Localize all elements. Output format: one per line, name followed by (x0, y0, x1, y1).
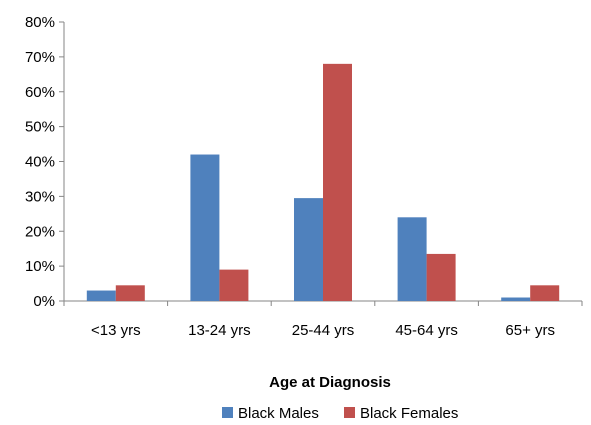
y-tick-label: 50% (25, 119, 55, 136)
legend: Black Males Black Females (222, 405, 458, 422)
bar-black-females (115, 285, 145, 301)
legend-swatch (344, 407, 355, 418)
bars (86, 63, 560, 301)
y-tick-label: 40% (25, 154, 55, 171)
bar-black-males (397, 217, 427, 301)
legend-swatch (222, 407, 233, 418)
bar-black-males (86, 290, 116, 301)
bar-black-males (294, 198, 323, 301)
y-tick-label: 60% (25, 84, 55, 101)
bar-black-males (190, 154, 220, 301)
x-tick-label: 13-24 yrs (188, 322, 251, 339)
y-tick-label: 10% (25, 258, 55, 275)
y-tick-label: 70% (25, 49, 55, 66)
legend-label: Black Males (238, 405, 319, 422)
bar-black-females (219, 269, 249, 301)
x-tick-label: 65+ yrs (505, 322, 555, 339)
legend-label: Black Females (360, 405, 458, 422)
y-tick-label: 80% (25, 14, 55, 31)
x-tick-label: 25-44 yrs (292, 322, 355, 339)
x-tick-label: <13 yrs (91, 322, 141, 339)
y-axis: 0% 10% 20% 30% 40% 50% 60% 70% 80% (25, 14, 65, 310)
x-axis-title: Age at Diagnosis (269, 374, 391, 391)
bar-black-males (501, 297, 531, 301)
bar-black-females (323, 63, 352, 301)
bar-black-females (426, 253, 456, 301)
x-axis: <13 yrs 13-24 yrs 25-44 yrs 45-64 yrs 65+ yr… (63, 300, 583, 339)
y-tick-label: 20% (25, 223, 55, 240)
y-tick-label: 0% (33, 293, 55, 310)
x-tick-label: 45-64 yrs (395, 322, 458, 339)
y-tick-label: 30% (25, 188, 55, 205)
bar-black-females (530, 285, 560, 301)
